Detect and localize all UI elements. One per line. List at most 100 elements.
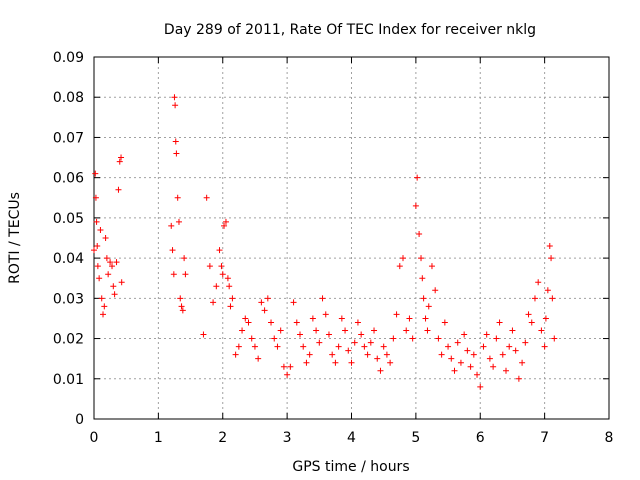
data-point xyxy=(109,263,116,270)
x-tick-label: 2 xyxy=(218,430,227,446)
data-point xyxy=(232,351,239,358)
data-point xyxy=(418,255,425,262)
data-point xyxy=(182,271,189,278)
data-point xyxy=(474,371,481,378)
data-point xyxy=(280,363,287,370)
data-point xyxy=(486,355,493,362)
data-point xyxy=(506,343,513,350)
data-point xyxy=(222,218,229,225)
data-point xyxy=(445,343,452,350)
data-point xyxy=(297,331,303,338)
data-point xyxy=(535,279,542,286)
data-point xyxy=(175,218,182,225)
data-point xyxy=(203,194,210,201)
data-point xyxy=(531,295,538,302)
data-point xyxy=(235,343,242,350)
data-point xyxy=(541,343,548,350)
data-point xyxy=(542,315,549,322)
x-tick-label: 6 xyxy=(476,430,485,446)
data-point xyxy=(245,319,252,326)
data-point xyxy=(538,327,545,334)
data-point xyxy=(390,335,397,342)
data-point xyxy=(116,158,123,165)
data-point xyxy=(467,363,474,370)
data-points xyxy=(91,94,558,390)
x-tick-label: 3 xyxy=(283,430,292,446)
data-point xyxy=(96,275,103,282)
data-point xyxy=(509,327,516,334)
data-point xyxy=(118,279,125,286)
x-tick-label: 5 xyxy=(411,430,420,446)
data-point xyxy=(451,367,458,374)
x-tick-label: 8 xyxy=(605,430,614,446)
data-point xyxy=(172,138,179,145)
x-tick-label: 7 xyxy=(540,430,549,446)
data-point xyxy=(172,102,179,109)
data-point xyxy=(425,303,432,310)
data-point xyxy=(414,174,421,181)
data-point xyxy=(171,94,178,101)
data-point xyxy=(316,339,323,346)
data-point xyxy=(170,271,177,278)
y-tick-label: 0.05 xyxy=(53,211,84,227)
data-point xyxy=(290,299,297,306)
data-point xyxy=(255,355,262,362)
data-point xyxy=(100,311,107,318)
data-point xyxy=(345,347,352,354)
data-point xyxy=(393,311,400,318)
data-point xyxy=(512,347,519,354)
data-point xyxy=(258,299,265,306)
data-point xyxy=(441,319,448,326)
data-point xyxy=(322,311,329,318)
data-point xyxy=(416,230,423,237)
data-point xyxy=(107,259,114,266)
data-point xyxy=(544,287,551,294)
data-point xyxy=(216,247,223,254)
data-point xyxy=(218,263,225,270)
data-point xyxy=(499,351,506,358)
data-point xyxy=(546,243,553,250)
data-point xyxy=(528,319,535,326)
y-tick-label: 0.01 xyxy=(53,372,84,388)
data-point xyxy=(284,371,291,378)
data-point xyxy=(409,335,416,342)
data-point xyxy=(548,255,555,262)
data-point xyxy=(174,194,181,201)
data-point xyxy=(454,339,461,346)
y-tick-label: 0.07 xyxy=(53,130,84,146)
data-point xyxy=(329,351,336,358)
data-point xyxy=(277,327,284,334)
data-point xyxy=(103,255,110,262)
data-point xyxy=(325,331,332,338)
data-point xyxy=(364,351,371,358)
y-tick-label: 0 xyxy=(75,412,84,428)
data-point xyxy=(306,351,313,358)
data-point xyxy=(400,255,406,262)
data-point xyxy=(210,299,217,306)
data-point xyxy=(213,283,220,290)
data-point xyxy=(229,295,236,302)
data-point xyxy=(173,150,180,157)
data-point xyxy=(351,339,358,346)
data-point xyxy=(515,375,522,382)
data-point xyxy=(179,307,186,314)
data-point xyxy=(313,327,320,334)
data-point xyxy=(396,263,403,270)
data-point xyxy=(271,335,278,342)
y-tick-label: 0.03 xyxy=(53,291,84,307)
y-tick-label: 0.04 xyxy=(53,251,84,267)
data-point xyxy=(338,315,345,322)
data-point xyxy=(380,343,387,350)
data-point xyxy=(110,283,117,290)
data-point xyxy=(261,307,268,314)
chart-title: Day 289 of 2011, Rate Of TEC Index for r… xyxy=(164,22,536,38)
data-point xyxy=(98,295,105,302)
data-point xyxy=(206,263,213,270)
data-point xyxy=(412,202,419,209)
data-point xyxy=(374,355,381,362)
data-point xyxy=(422,315,429,322)
data-point xyxy=(309,315,316,322)
data-point xyxy=(519,359,526,366)
data-point xyxy=(303,359,310,366)
data-point xyxy=(496,319,503,326)
